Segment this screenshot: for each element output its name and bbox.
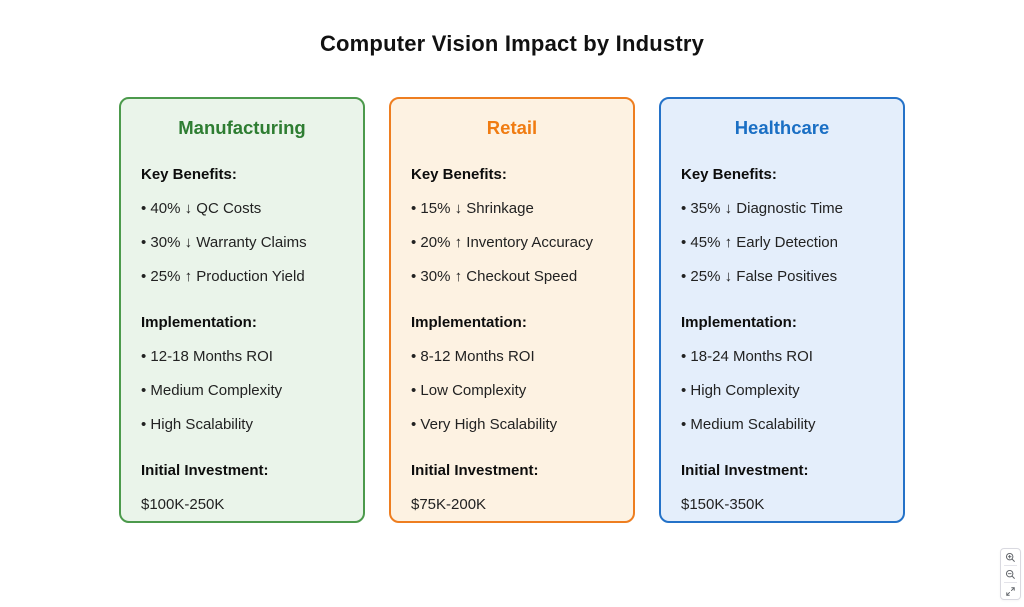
implementation-item: • Very High Scalability [411,416,558,433]
zoom-out-icon [1005,569,1016,580]
implementation-item: • 12-18 Months ROI [141,348,273,365]
benefit-item: • 30% ↑ Checkout Speed [411,268,578,285]
section-heading-investment: Initial Investment: [411,462,539,479]
implementation-item: • Low Complexity [411,382,527,399]
section-heading-key-benefits: Key Benefits: [681,166,777,183]
card-title-manufacturing: Manufacturing [178,117,306,138]
benefit-item: • 30% ↓ Warranty Claims [141,234,307,251]
card-manufacturing: Manufacturing Key Benefits: • 40% ↓ QC C… [119,97,365,523]
benefit-item: • 15% ↓ Shrinkage [411,200,534,217]
investment-value: $100K-250K [141,496,225,513]
toolbar-divider [1004,565,1017,566]
cards-row: Manufacturing Key Benefits: • 40% ↓ QC C… [0,97,1024,523]
implementation-item: • High Scalability [141,416,253,433]
expand-button[interactable] [1001,583,1020,599]
diagram-canvas: Computer Vision Impact by Industry Manuf… [0,31,1024,523]
section-heading-implementation: Implementation: [411,314,527,331]
card-title-retail: Retail [486,117,538,138]
section-heading-implementation: Implementation: [141,314,257,331]
implementation-item: • 8-12 Months ROI [411,348,535,365]
benefit-item: • 40% ↓ QC Costs [141,200,262,217]
benefit-item: • 45% ↑ Early Detection [681,234,838,251]
benefit-item: • 25% ↑ Production Yield [141,268,305,285]
investment-value: $150K-350K [681,496,765,513]
card-title-healthcare: Healthcare [734,117,830,138]
zoom-in-icon [1005,552,1016,563]
section-heading-key-benefits: Key Benefits: [141,166,237,183]
section-heading-investment: Initial Investment: [141,462,269,479]
implementation-item: • High Complexity [681,382,800,399]
section-heading-key-benefits: Key Benefits: [411,166,507,183]
implementation-item: • 18-24 Months ROI [681,348,813,365]
benefit-item: • 25% ↓ False Positives [681,268,838,285]
page-title: Computer Vision Impact by Industry [319,31,705,56]
investment-value: $75K-200K [411,496,487,513]
expand-icon [1005,586,1016,597]
zoom-out-button[interactable] [1001,566,1020,582]
benefit-item: • 20% ↑ Inventory Accuracy [411,234,593,251]
zoom-in-button[interactable] [1001,549,1020,565]
section-heading-investment: Initial Investment: [681,462,809,479]
benefit-item: • 35% ↓ Diagnostic Time [681,200,843,217]
viewer-toolbar [1000,548,1021,600]
section-heading-implementation: Implementation: [681,314,797,331]
implementation-item: • Medium Complexity [141,382,283,399]
implementation-item: • Medium Scalability [681,416,816,433]
card-retail: Retail Key Benefits: • 15% ↓ Shrinkage •… [389,97,635,523]
card-healthcare: Healthcare Key Benefits: • 35% ↓ Diagnos… [659,97,905,523]
